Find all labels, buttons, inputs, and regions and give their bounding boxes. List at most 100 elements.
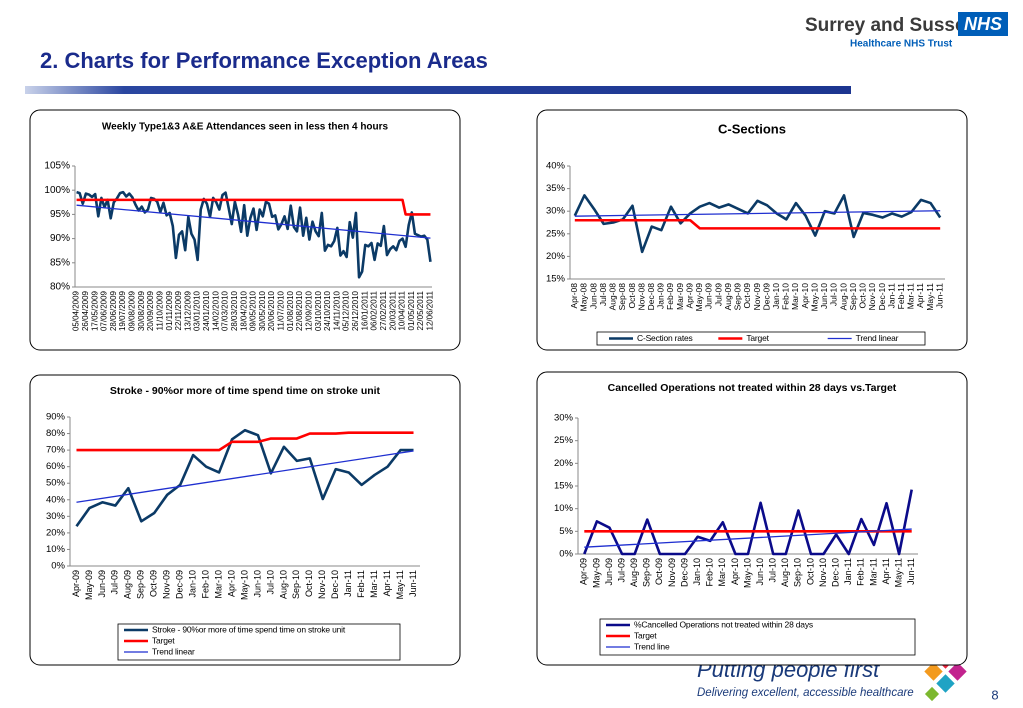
x-tick-label: Dec-08: [646, 283, 656, 311]
legend-label: Trend line: [634, 641, 670, 651]
x-tick-label: Nov-10: [867, 283, 877, 311]
x-tick-label: Feb-11: [856, 558, 866, 586]
y-tick-label: 30%: [554, 413, 574, 424]
chart-title: Weekly Type1&3 A&E Attendances seen in l…: [102, 122, 389, 133]
x-tick-label: Nov-08: [636, 283, 646, 311]
y-tick-label: 60%: [46, 461, 66, 472]
series-line: [76, 190, 432, 279]
x-tick-label: 20/03/2011: [388, 290, 397, 330]
page-number: 8: [991, 687, 998, 702]
legend-label: Target: [152, 635, 175, 645]
y-tick-label: 20%: [554, 458, 574, 469]
legend-box: [117, 623, 401, 661]
x-tick-label: 22/08/2010: [295, 290, 304, 331]
x-tick-label: Jul-08: [598, 283, 608, 306]
legend-label: Trend linear: [856, 333, 899, 343]
x-tick-label: Feb-09: [665, 283, 675, 310]
x-tick-label: Oct-10: [858, 283, 868, 309]
x-tick-label: 24/01/2010: [202, 290, 211, 331]
x-tick-label: 10/04/2011: [398, 290, 407, 330]
y-tick-label: 0%: [559, 549, 573, 560]
x-tick-label: 11/07/2010: [277, 290, 286, 330]
y-tick-label: 20%: [546, 251, 566, 262]
x-tick-label: Jan-10: [771, 283, 781, 309]
x-tick-label: May-09: [694, 283, 704, 312]
x-tick-label: 26/04/2009: [81, 290, 90, 331]
x-tick-label: 16/01/2011: [360, 290, 369, 330]
x-tick-label: Jul-10: [829, 283, 839, 306]
x-tick-label: Sep-10: [793, 558, 803, 587]
y-tick-label: 15%: [546, 274, 566, 285]
x-tick-label: May-11: [395, 570, 405, 599]
x-tick-label: 28/06/2009: [109, 290, 118, 331]
x-tick-label: Dec-10: [877, 283, 887, 311]
x-tick-label: 30/05/2010: [258, 290, 267, 331]
x-tick-label: Jan-10: [188, 570, 198, 598]
nhs-logo: NHS: [964, 14, 1002, 34]
y-tick-label: 25%: [546, 228, 566, 239]
x-tick-label: Aug-09: [629, 558, 639, 587]
x-tick-label: May-10: [239, 570, 249, 600]
x-tick-label: 20/09/2009: [146, 290, 155, 331]
x-tick-label: Oct-09: [149, 570, 159, 597]
x-tick-label: Mar-09: [675, 283, 685, 310]
y-tick-label: 20%: [46, 527, 66, 538]
x-tick-label: Oct-09: [742, 283, 752, 309]
x-tick-label: Aug-09: [723, 283, 733, 311]
y-tick-label: 105%: [44, 161, 70, 172]
x-tick-label: 07/06/2009: [100, 290, 109, 331]
x-tick-label: 28/03/2010: [230, 290, 239, 331]
legend-label: Stroke - 90%or more of time spend time o…: [152, 624, 346, 634]
x-tick-label: 22/11/2009: [174, 290, 183, 330]
x-tick-label: Sep-09: [136, 570, 146, 599]
x-tick-label: Sep-10: [291, 570, 301, 599]
x-tick-label: Jun-10: [819, 283, 829, 309]
series-line: [76, 198, 431, 216]
x-tick-label: 01/05/2011: [407, 290, 416, 330]
legend-label: Target: [746, 333, 769, 343]
x-tick-label: Sep-08: [617, 283, 627, 311]
x-tick-label: Sep-10: [848, 283, 858, 311]
x-tick-label: Nov-09: [162, 570, 172, 599]
legend-box: [599, 618, 916, 656]
x-tick-label: Jul-10: [768, 558, 778, 583]
y-tick-label: 10%: [46, 544, 66, 555]
x-tick-label: Mar-11: [369, 570, 379, 598]
chart-box: [29, 374, 461, 666]
x-tick-label: Jul-09: [110, 570, 120, 595]
x-tick-label: Apr-11: [881, 558, 891, 584]
x-tick-label: Jun-09: [604, 558, 614, 586]
x-tick-label: 11/10/2009: [155, 290, 164, 330]
slide-title: 2. Charts for Performance Exception Area…: [40, 48, 488, 73]
series-line: [75, 428, 414, 528]
y-tick-label: 70%: [46, 445, 66, 456]
x-tick-label: Jun-09: [97, 570, 107, 598]
x-tick-label: Aug-10: [780, 558, 790, 587]
y-tick-label: 80%: [50, 282, 70, 293]
x-tick-label: Nov-09: [667, 558, 677, 587]
chart-title: C-Sections: [718, 121, 786, 136]
x-tick-label: Jul-09: [616, 558, 626, 583]
org-name: Surrey and Sussex: [805, 15, 977, 36]
x-tick-label: May-10: [742, 558, 752, 588]
x-tick-label: May-09: [591, 558, 601, 588]
y-tick-label: 85%: [50, 257, 70, 268]
x-tick-label: Jun-11: [408, 570, 418, 597]
x-tick-label: May-11: [925, 283, 935, 311]
x-tick-label: Apr-09: [71, 570, 81, 597]
x-tick-label: Jun-11: [934, 283, 944, 309]
x-tick-label: Oct-10: [304, 570, 314, 597]
x-tick-label: 12/09/2010: [304, 290, 313, 331]
y-tick-label: 5%: [559, 526, 573, 537]
x-tick-label: Oct-10: [805, 558, 815, 585]
x-tick-label: 05/12/2010: [342, 290, 351, 331]
x-tick-label: 24/10/2010: [323, 290, 332, 331]
x-tick-label: 20/06/2010: [267, 290, 276, 331]
x-tick-label: Jun-10: [755, 558, 765, 586]
x-tick-label: Apr-09: [684, 283, 694, 309]
x-tick-label: Nov-10: [317, 570, 327, 599]
x-tick-label: Jan-11: [886, 283, 896, 309]
x-tick-label: 19/07/2009: [118, 290, 127, 331]
y-tick-label: 50%: [46, 478, 66, 489]
x-tick-label: May-08: [579, 283, 589, 312]
